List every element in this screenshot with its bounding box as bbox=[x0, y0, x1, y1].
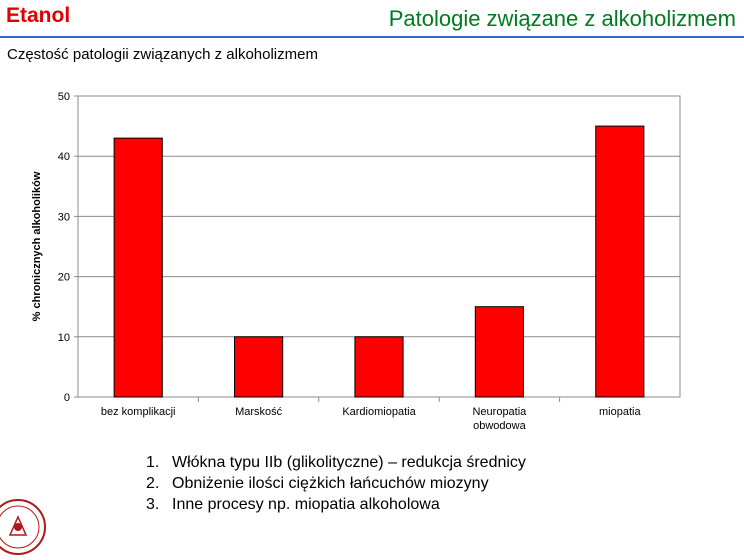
slide-title: Patologie związane z alkoholizmem bbox=[388, 6, 736, 31]
x-tick-label: Marskość bbox=[235, 406, 283, 418]
note-item: 2. Obniżenie ilości ciężkich łańcuchów mi… bbox=[146, 475, 489, 492]
bar-3 bbox=[354, 336, 404, 398]
y-tick-label: 40 bbox=[58, 151, 70, 163]
y-axis-label: % chronicznych alkoholików bbox=[31, 171, 43, 321]
y-tick-label: 0 bbox=[64, 392, 70, 404]
y-tick-label: 20 bbox=[58, 272, 70, 284]
y-tick-label: 50 bbox=[58, 91, 70, 103]
note-item: 3. Inne procesy np. miopatia alkoholowa bbox=[146, 496, 440, 513]
chart-area: 0 10 20 30 40 50 bez komplikacji Marskość Kardio… bbox=[0, 80, 744, 450]
brand-label: Etanol bbox=[6, 4, 71, 27]
bar-4 bbox=[474, 306, 524, 398]
x-tick-label: miopatia bbox=[599, 406, 641, 418]
x-tick-label: bez komplikacji bbox=[101, 406, 176, 418]
y-tick-label: 10 bbox=[58, 332, 70, 344]
bar-2 bbox=[234, 336, 284, 398]
y-tick-label: 30 bbox=[58, 211, 70, 223]
bar-1 bbox=[113, 137, 163, 398]
title-divider bbox=[0, 36, 744, 38]
x-tick-label: Neuropatia obwodowa bbox=[472, 406, 527, 432]
bar-5 bbox=[595, 125, 645, 398]
notes-list: 1. Włókna typu IIb (glikolityczne) – redu… bbox=[146, 452, 526, 515]
note-item: 1. Włókna typu IIb (glikolityczne) – redu… bbox=[146, 454, 526, 471]
x-tick-label: Kardiomiopatia bbox=[342, 406, 416, 418]
bar-chart: 0 10 20 30 40 50 bez komplikacji Marskość Kardio… bbox=[31, 91, 681, 432]
university-seal-icon bbox=[0, 499, 46, 555]
chart-subtitle: Częstość patologii związanych z alkoholi… bbox=[7, 46, 318, 63]
